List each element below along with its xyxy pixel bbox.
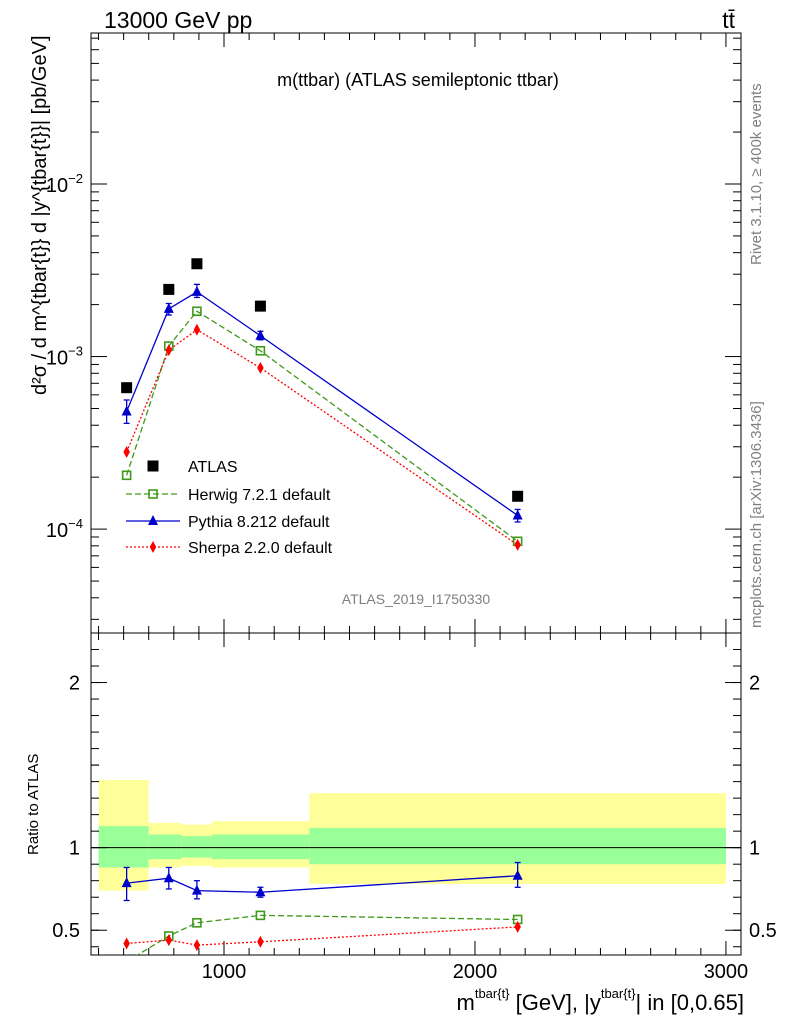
sherpa-line — [126, 926, 518, 946]
sherpa-point — [193, 939, 201, 952]
ratio-frame — [90, 632, 742, 956]
sherpa-point — [257, 361, 264, 374]
ratio-panel: 0.5 0.5 1 1 2 2 1000 2000 3000 — [52, 632, 777, 983]
y-tick-exponent: −3 — [68, 344, 83, 359]
legend-marker-herwig — [148, 489, 158, 499]
x-axis-label: mtbar{t} [GeV], |ytbar{t}| in [0,0.65] — [457, 986, 745, 1015]
atlas-point — [254, 300, 266, 312]
plot-title: m(ttbar) (ATLAS semileptonic ttbar) — [277, 70, 559, 90]
process-label: tt̄ — [722, 7, 735, 33]
y-tick-label: 10−2 — [46, 171, 83, 197]
y-tick-exponent: −4 — [68, 516, 83, 531]
atlas-point — [191, 258, 203, 270]
legend-label-sherpa: Sherpa 2.2.0 default — [188, 540, 333, 557]
y-tick-mantissa: 10 — [46, 348, 68, 370]
pythia-point — [512, 869, 523, 880]
uncertainty-band-stat — [98, 826, 149, 868]
ratio-y-tick-label-right: 0.5 — [749, 920, 777, 942]
herwig-point — [192, 917, 202, 928]
analysis-id: ATLAS_2019_I1750330 — [342, 591, 491, 607]
pythia-point — [163, 302, 174, 313]
pythia-point — [163, 872, 174, 883]
sherpa-point — [257, 935, 264, 948]
pythia-point — [255, 329, 266, 340]
uncertainty-band-stat — [181, 836, 212, 858]
pythia-point — [191, 884, 202, 895]
atlas-point — [163, 283, 175, 295]
legend-marker-pythia — [148, 515, 158, 525]
ratio-y-tick-label-right: 1 — [749, 838, 760, 860]
herwig-line — [126, 310, 519, 542]
sherpa-point — [165, 934, 173, 947]
atlas-point — [512, 490, 524, 502]
y-tick-label: 10−3 — [46, 344, 83, 370]
pythia-point — [121, 405, 132, 416]
sherpa-point — [123, 445, 130, 458]
ratio-y-axis-label: Ratio to ATLAS — [25, 754, 42, 855]
sherpa-point — [514, 538, 521, 551]
herwig-point — [192, 306, 202, 317]
y-tick-mantissa: 10 — [46, 520, 68, 542]
pythia-point — [255, 886, 266, 897]
herwig-point — [255, 910, 266, 921]
ratio-y-tick-label: 0.5 — [52, 920, 80, 942]
sherpa-line — [126, 328, 519, 546]
uncertainty-band-stat — [309, 827, 726, 865]
x-tick-label: 2000 — [453, 961, 498, 983]
atlas-point — [121, 382, 133, 394]
sherpa-point — [123, 937, 130, 950]
x-tick-label: 1000 — [202, 961, 247, 983]
y-tick-mantissa: 10 — [46, 175, 68, 197]
herwig-line — [136, 914, 518, 955]
uncertainty-band-stat — [211, 834, 310, 860]
herwig-point — [121, 470, 132, 481]
ratio-series-group — [121, 861, 523, 955]
ratio-y-tick-label: 2 — [69, 673, 80, 695]
pythia-point — [121, 877, 132, 888]
ratio-y-tick-label: 1 — [69, 838, 80, 860]
sherpa-point — [193, 323, 201, 336]
sherpa-point — [514, 920, 521, 933]
sherpa-point — [165, 344, 173, 357]
herwig-point — [255, 345, 266, 356]
legend-label-pythia: Pythia 8.212 default — [188, 514, 330, 531]
uncertainty-band-stat — [148, 834, 182, 860]
mcplots-label: mcplots.cern.ch [arXiv:1306.3436] — [748, 401, 765, 628]
y-tick-exponent: −2 — [68, 171, 83, 186]
legend-marker-atlas — [147, 460, 159, 472]
legend-label-atlas: ATLAS — [188, 459, 238, 476]
pythia-point — [512, 509, 523, 520]
legend-marker-sherpa — [149, 541, 157, 553]
energy-label: 13000 GeV pp — [104, 7, 252, 33]
pythia-point — [191, 285, 202, 296]
legend-label-herwig: Herwig 7.2.1 default — [188, 487, 331, 504]
y-axis-label: d²σ / d m^{tbar{t}} d |y^{tbar{t}}| [pb/… — [29, 35, 51, 395]
ratio-y-tick-label-right: 2 — [749, 673, 760, 695]
rivet-label: Rivet 3.1.10, ≥ 400k events — [748, 83, 765, 265]
y-tick-label: 10−4 — [46, 516, 83, 542]
x-tick-label: 3000 — [704, 961, 749, 983]
